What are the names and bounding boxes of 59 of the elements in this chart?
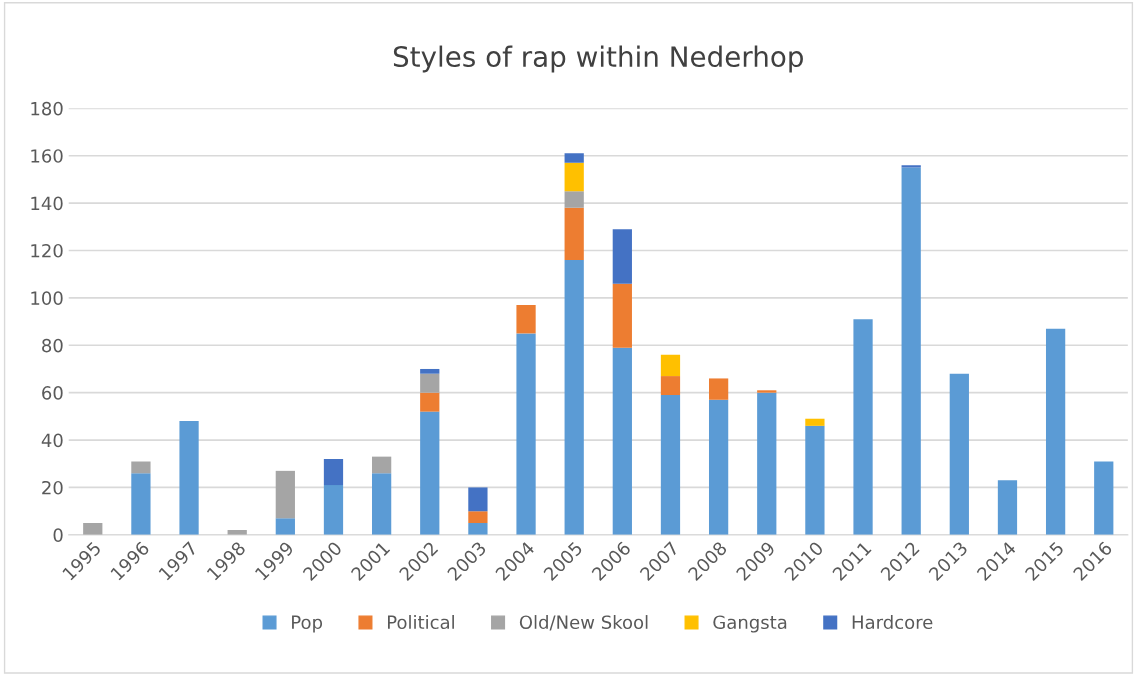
- bar: [420, 368, 440, 374]
- y-tick-label: 140: [31, 196, 63, 211]
- bar: [131, 461, 151, 474]
- y-tick-label: 160: [31, 149, 63, 163]
- bar: [564, 153, 584, 163]
- bar: [83, 522, 103, 535]
- bar: [131, 473, 151, 535]
- bar: [468, 487, 488, 512]
- bar: [757, 392, 777, 535]
- y-tick-label: 0: [53, 528, 63, 542]
- y-tick-label: 80: [42, 338, 63, 353]
- bar: [901, 167, 921, 535]
- y-tick-label: 100: [31, 291, 63, 305]
- bar: [1045, 328, 1066, 535]
- legend-label: Hardcore: [852, 615, 933, 630]
- legend-label: Old/New Skool: [519, 615, 648, 631]
- bar: [949, 373, 969, 535]
- y-tick-label: 20: [42, 480, 63, 495]
- bar: [564, 259, 584, 535]
- bar: [805, 425, 825, 535]
- bar: [612, 283, 632, 348]
- bar: [564, 191, 584, 208]
- bar: [420, 392, 440, 412]
- bar: [323, 459, 344, 486]
- y-tick-label: 120: [31, 243, 63, 258]
- bar: [179, 421, 199, 535]
- chart-title: Styles of rap within Nederhop: [393, 45, 803, 73]
- bar: [323, 485, 344, 535]
- legend-label: Political: [388, 615, 454, 630]
- y-tick-label: 180: [31, 101, 63, 116]
- bar: [805, 418, 825, 426]
- legend-label: Gangsta: [713, 615, 787, 633]
- bar: [660, 354, 681, 377]
- bar: [420, 373, 440, 393]
- bar: [660, 395, 681, 535]
- bar: [853, 319, 873, 535]
- bar: [612, 229, 632, 284]
- bar: [275, 518, 295, 535]
- y-tick-label: 60: [42, 386, 63, 400]
- bar: [275, 470, 295, 519]
- bar: [420, 411, 440, 535]
- bar: [468, 522, 488, 535]
- bar: [612, 347, 632, 535]
- bar: [708, 378, 729, 400]
- bar: [564, 162, 584, 192]
- bar: [901, 165, 921, 168]
- bar: [371, 456, 392, 474]
- legend-label: Pop: [292, 615, 323, 633]
- bar: [516, 333, 536, 535]
- bar: [468, 511, 488, 523]
- bar: [660, 376, 681, 396]
- bar: [516, 304, 536, 334]
- bar: [708, 399, 729, 535]
- bar: [757, 390, 777, 393]
- bar: [564, 207, 584, 260]
- bar: [997, 480, 1018, 535]
- bar: [371, 473, 392, 535]
- bar: [1094, 461, 1114, 535]
- y-tick-label: 40: [41, 433, 63, 448]
